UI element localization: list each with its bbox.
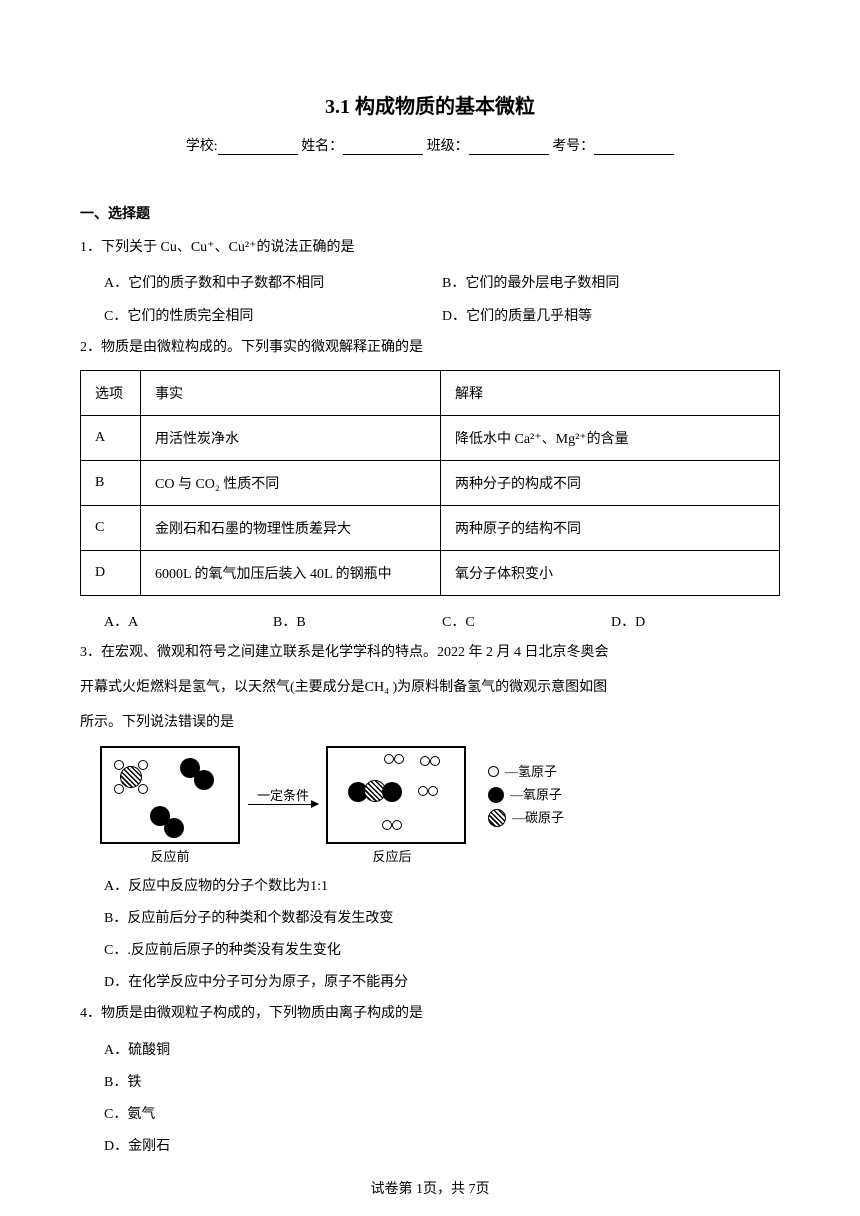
page-footer: 试卷第 1页，共 7页 [0,1178,860,1198]
page-title: 3.1 构成物质的基本微粒 [80,90,780,119]
q2-r3-c1: 6000L 的氧气加压后装入 40L 的钢瓶中 [141,551,441,596]
reaction-diagram: 一定条件 —氢原子 —氧原子 —碳原子 [80,746,780,844]
q3-stem-3: 所示。下列说法错误的是 [80,708,780,737]
legend-hydrogen: —氢原子 [488,760,564,783]
q2-option-a: A．A [104,608,273,637]
q2-r1-c0: B [81,461,141,506]
arrow-icon [248,804,318,805]
hydrogen-atom-icon [428,786,438,796]
legend-oxygen-label: —氧原子 [510,783,562,806]
section-header: 一、选择题 [80,203,780,223]
q3-option-a: A．反应中反应物的分子个数比为1:1 [104,871,780,903]
hydrogen-atom-icon [394,754,404,764]
q4-options: A．硫酸铜 B．铁 C．氨气 D．金刚石 [80,1035,780,1164]
q2-r0-c0: A [81,416,141,461]
q4-option-c: C．氨气 [104,1099,780,1131]
oxygen-atom-icon [382,782,402,802]
hydrogen-atom-icon [418,786,428,796]
q1-option-b: B．它们的最外层电子数相同 [442,268,780,300]
box-labels: 反应前 反应后 [80,846,780,865]
hydrogen-atom-icon [420,756,430,766]
q3-option-c: C．.反应前后原子的种类没有发生变化 [104,935,780,967]
after-label: 反应后 [322,846,462,865]
atom-legend: —氢原子 —氧原子 —碳原子 [488,760,564,830]
hydrogen-atom-icon [114,784,124,794]
q2-r2-c1: 金刚石和石墨的物理性质差异大 [141,506,441,551]
exam-no-label: 考号： [552,139,594,154]
oxygen-atom-icon [164,818,184,838]
q2-r2-c2: 两种原子的结构不同 [441,506,780,551]
hydrogen-atom-icon [382,820,392,830]
q4-option-d: D．金刚石 [104,1131,780,1163]
q4-option-a: A．硫酸铜 [104,1035,780,1067]
class-blank [469,141,549,155]
student-info-line: 学校: 姓名： 班级： 考号： [80,135,780,155]
legend-carbon-label: —碳原子 [512,806,564,829]
q2-r0-c2: 降低水中 Ca²⁺、Mg²⁺的含量 [441,416,780,461]
q1-option-d: D．它们的质量几乎相等 [442,301,780,333]
q2-r3-c2: 氧分子体积变小 [441,551,780,596]
q2-r0-c1: 用活性炭净水 [141,416,441,461]
school-blank [218,141,298,155]
q1-option-c: C．它们的性质完全相同 [104,301,442,333]
legend-carbon: —碳原子 [488,806,564,829]
hydrogen-atom-icon [114,760,124,770]
q2-options: A．A B．B C．C D．D [80,608,780,637]
q1-stem: 1．下列关于 Cu、Cu⁺、Cu²⁺的说法正确的是 [80,233,780,262]
q2-th-explain: 解释 [441,371,780,416]
q2-option-c: C．C [442,608,611,637]
arrow-label: 一定条件 [257,785,309,804]
before-label: 反应前 [100,846,240,865]
legend-oxygen: —氧原子 [488,783,564,806]
reaction-after-box [326,746,466,844]
name-blank [343,141,423,155]
oxygen-legend-icon [488,787,504,803]
q2-table: 选项 事实 解释 A 用活性炭净水 降低水中 Ca²⁺、Mg²⁺的含量 B CO… [80,370,780,596]
q1-options: A．它们的质子数和中子数都不相同 B．它们的最外层电子数相同 C．它们的性质完全… [80,268,780,332]
arrow-section: 一定条件 [248,785,318,805]
hydrogen-atom-icon [430,756,440,766]
hydrogen-legend-icon [488,766,499,777]
exam-no-blank [594,141,674,155]
hydrogen-atom-icon [138,760,148,770]
oxygen-atom-icon [194,770,214,790]
q2-th-option: 选项 [81,371,141,416]
q2-option-d: D．D [611,608,780,637]
hydrogen-atom-icon [384,754,394,764]
legend-hydrogen-label: —氢原子 [505,760,557,783]
class-label: 班级： [427,139,469,154]
hydrogen-atom-icon [392,820,402,830]
q3-options: A．反应中反应物的分子个数比为1:1 B．反应前后分子的种类和个数都没有发生改变… [80,871,780,1000]
reaction-before-box [100,746,240,844]
q3-option-d: D．在化学反应中分子可分为原子，原子不能再分 [104,967,780,999]
q2-stem: 2．物质是由微粒构成的。下列事实的微观解释正确的是 [80,333,780,362]
q2-r2-c0: C [81,506,141,551]
q4-option-b: B．铁 [104,1067,780,1099]
q3-stem-2: 开幕式火炬燃料是氢气，以天然气(主要成分是CH₄ )为原料制备氢气的微观示意图如… [80,673,780,702]
hydrogen-atom-icon [138,784,148,794]
name-label: 姓名： [301,139,343,154]
school-label: 学校: [186,139,218,154]
q3-option-b: B．反应前后分子的种类和个数都没有发生改变 [104,903,780,935]
q4-stem: 4．物质是由微观粒子构成的，下列物质由离子构成的是 [80,999,780,1028]
q3-stem-1: 3．在宏观、微观和符号之间建立联系是化学学科的特点。2022 年 2 月 4 日… [80,638,780,667]
q2-r1-c2: 两种分子的构成不同 [441,461,780,506]
q2-th-fact: 事实 [141,371,441,416]
q1-option-a: A．它们的质子数和中子数都不相同 [104,268,442,300]
q2-option-b: B．B [273,608,442,637]
q2-r3-c0: D [81,551,141,596]
carbon-legend-icon [488,809,506,827]
q2-r1-c1: CO 与 CO₂ 性质不同 [141,461,441,506]
